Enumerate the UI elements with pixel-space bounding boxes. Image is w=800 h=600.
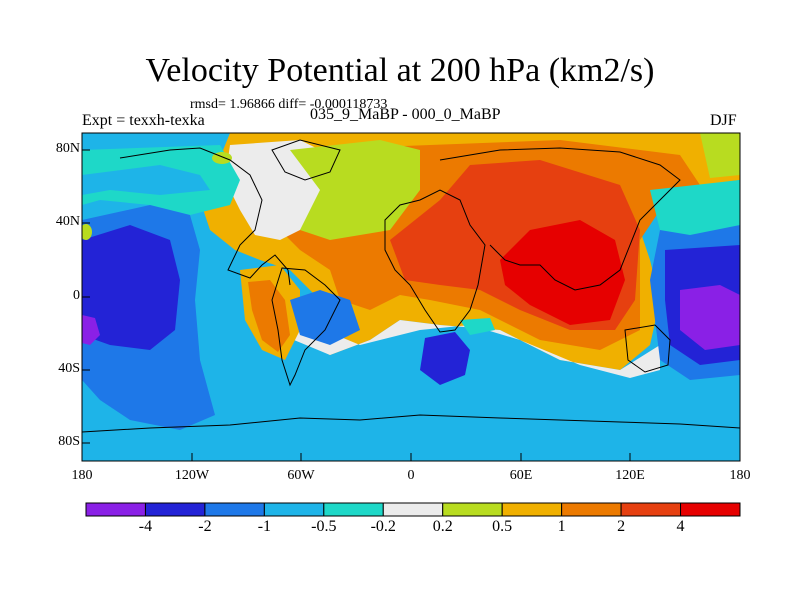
colorbar-swatch (263, 502, 325, 517)
lon-label-120e: 120E (615, 468, 645, 483)
stats-label: rmsd= 1.96866 diff= -0.000118733 (190, 97, 388, 112)
australia-cyan-region (460, 318, 495, 335)
lat-label-40n: 40N (55, 214, 80, 229)
lat-label-80n: 80N (55, 141, 80, 156)
far-north-yellow-region (700, 133, 740, 178)
colorbar-swatch (144, 502, 206, 517)
colorbar (85, 502, 741, 517)
lon-label-60e: 60E (509, 468, 533, 483)
colorbar-label: 1 (557, 518, 566, 535)
colorbar-label: -2 (198, 518, 212, 535)
period-label: 035_9_MaBP - 000_0_MaBP (310, 106, 501, 123)
colorbar-swatch (442, 502, 503, 517)
asia-coast (439, 147, 681, 291)
lat-label-80s: 80S (58, 434, 80, 449)
colorbar-swatch (382, 502, 444, 517)
greenland-coast (271, 139, 341, 181)
western-pacific-minimum-region (680, 285, 740, 350)
lat-label-40s: 40S (58, 361, 80, 376)
colorbar-swatch (85, 502, 146, 517)
colorbar-swatch (204, 502, 265, 517)
lon-label-180e: 180 (729, 468, 751, 483)
experiment-label: Expt = texxh-texka (82, 112, 205, 129)
australia-negative-region (420, 332, 470, 385)
northwest-teal-edge (82, 165, 210, 195)
pacific-yellow-spot (82, 224, 92, 240)
colorbar-label: -1 (257, 518, 272, 535)
contour-field (82, 133, 740, 461)
colorbar-swatch (680, 502, 741, 517)
colorbar-swatch (620, 502, 682, 517)
north-yellow-region (290, 140, 420, 240)
europe-africa-coast (384, 189, 486, 333)
colorbar-label: 4 (676, 518, 685, 535)
lon-label-180w: 180 (71, 468, 93, 483)
australia-coast (624, 324, 671, 373)
chart-title: Velocity Potential at 200 hPa (km2/s) (145, 52, 655, 89)
north-america-coast (119, 147, 291, 286)
colorbar-label: -0.5 (311, 518, 337, 535)
colorbar-label: -4 (138, 518, 153, 535)
colorbar-label: -0.2 (370, 518, 396, 535)
colorbar-label: 0.5 (492, 518, 513, 535)
axis-ticks (81, 149, 741, 461)
lat-label-0: 0 (73, 288, 80, 303)
coastlines (82, 139, 740, 433)
colorbar-swatch (323, 502, 384, 517)
lon-label-0: 0 (407, 468, 415, 483)
colorbar-swatch (501, 502, 563, 517)
north-pacific-cyan-region (650, 180, 740, 235)
lon-label-60w: 60W (287, 468, 315, 483)
colorbar-swatch (561, 502, 622, 517)
central-pacific-minimum-region (82, 225, 180, 350)
season-label: DJF (710, 112, 737, 129)
asia-maximum-region (500, 220, 625, 325)
south-america-coast (271, 267, 341, 387)
dateline-violet-region (82, 315, 100, 345)
antarctica-coast (82, 414, 740, 433)
colorbar-label: 0.2 (432, 518, 453, 535)
south-atlantic-negative-region (290, 290, 360, 345)
colorbar-label: 2 (617, 518, 626, 535)
lon-label-120w: 120W (174, 468, 210, 483)
south-america-orange-region (248, 280, 290, 352)
